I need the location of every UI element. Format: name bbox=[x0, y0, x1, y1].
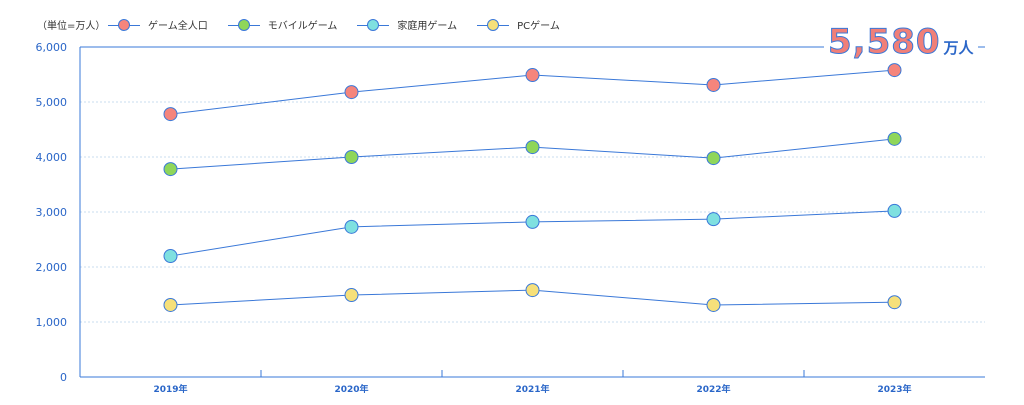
x-tick-label: 2020年 bbox=[334, 383, 368, 395]
unit-label: （単位=万人） bbox=[37, 21, 106, 32]
y-tick-label: 2,000 bbox=[36, 261, 68, 274]
data-point bbox=[163, 107, 178, 122]
legend: ゲーム全人口 モバイルゲーム 家庭用ゲーム PCゲーム bbox=[108, 17, 560, 32]
data-point bbox=[525, 68, 540, 83]
x-tick-label: 2022年 bbox=[696, 383, 730, 395]
legend-label: モバイルゲーム bbox=[267, 21, 338, 32]
data-point bbox=[525, 214, 540, 229]
y-tick-label: 3,000 bbox=[36, 206, 68, 219]
y-tick-label: 0 bbox=[60, 371, 67, 384]
legend-label: ゲーム全人口 bbox=[148, 21, 208, 32]
data-point bbox=[344, 288, 359, 303]
y-tick-label: 6,000 bbox=[36, 41, 68, 54]
data-point bbox=[163, 162, 178, 177]
legend-marker-icon bbox=[357, 18, 390, 31]
data-point bbox=[344, 150, 359, 164]
data-point bbox=[887, 131, 902, 146]
data-point bbox=[525, 283, 540, 298]
legend-marker-icon bbox=[477, 18, 510, 31]
callout-unit: 万人 bbox=[943, 39, 974, 57]
data-point bbox=[344, 219, 359, 234]
y-tick-label: 5,000 bbox=[36, 96, 68, 109]
data-point bbox=[163, 297, 178, 312]
x-tick-label: 2021年 bbox=[515, 383, 549, 395]
data-point bbox=[706, 77, 721, 92]
data-point bbox=[706, 151, 721, 166]
legend-label: 家庭用ゲーム bbox=[397, 21, 458, 32]
y-tick-label: 4,000 bbox=[36, 151, 68, 164]
legend-label: PCゲーム bbox=[517, 21, 560, 32]
legend-marker-icon bbox=[108, 18, 140, 31]
x-tick-label: 2019年 bbox=[153, 383, 187, 395]
total-callout: 5,580 万人 bbox=[824, 22, 978, 63]
legend-item: PCゲーム bbox=[477, 17, 560, 32]
data-point bbox=[525, 140, 540, 155]
y-tick-label: 1,000 bbox=[36, 316, 68, 329]
legend-item: ゲーム全人口 bbox=[108, 17, 208, 32]
data-point bbox=[706, 212, 721, 227]
legend-item: 家庭用ゲーム bbox=[357, 17, 457, 32]
data-point bbox=[887, 295, 902, 310]
data-point bbox=[887, 203, 902, 218]
x-tick-label: 2023年 bbox=[877, 383, 911, 395]
callout-value: 5,580 bbox=[828, 22, 941, 63]
data-point bbox=[163, 249, 178, 263]
data-point bbox=[706, 297, 721, 312]
data-point bbox=[344, 85, 359, 100]
legend-item: モバイルゲーム bbox=[227, 17, 338, 32]
data-point bbox=[887, 63, 902, 78]
legend-marker-icon bbox=[227, 18, 260, 31]
